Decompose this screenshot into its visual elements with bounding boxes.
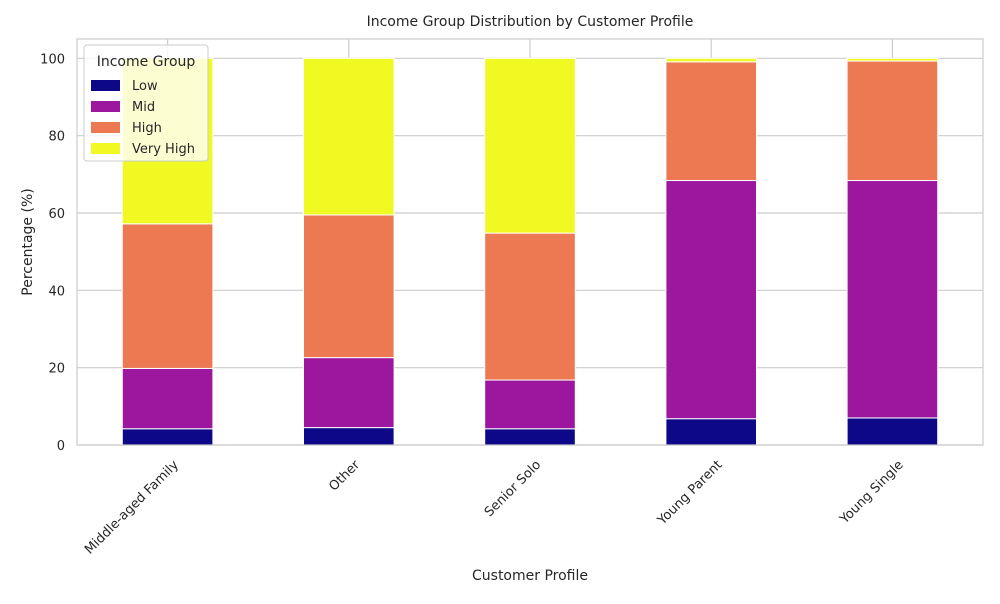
y-tick-label: 0	[57, 439, 65, 454]
x-tick-label: Young Single	[837, 458, 907, 528]
y-tick-labels: 0 20 40 60 80 100	[40, 52, 65, 454]
legend-swatch	[91, 80, 120, 91]
bar-segment-low	[484, 428, 576, 446]
y-tick-label: 80	[48, 130, 65, 145]
legend-label: Low	[132, 79, 158, 94]
bar-segment-high	[846, 60, 939, 182]
legend-title: Income Group	[97, 54, 196, 70]
bar-segment-very-high	[484, 57, 576, 234]
bar-segment-high	[121, 223, 214, 369]
legend-items: Low Mid High Very High	[91, 79, 195, 157]
x-tick-label: Senior Solo	[482, 458, 544, 520]
legend-swatch	[91, 122, 120, 133]
plot-frame	[76, 38, 984, 446]
bar-segment-mid	[303, 357, 395, 429]
x-tick-labels: Middle-aged Family Other Senior Solo Young …	[82, 457, 907, 557]
y-tick-label: 100	[40, 52, 65, 67]
x-axis-label: Customer Profile	[472, 568, 588, 584]
x-tick-label: Young Parent	[654, 458, 725, 529]
y-tick-label: 60	[48, 207, 65, 222]
x-tick-label: Middle-aged Family	[82, 457, 182, 557]
bar-segment-very-high	[846, 57, 939, 62]
legend-label: Very High	[132, 142, 195, 157]
x-tick-label: Other	[326, 457, 363, 494]
bar-segment-low	[665, 418, 758, 446]
bar-segment-very-high	[665, 57, 758, 63]
bar-segment-mid	[121, 367, 214, 430]
legend: Income Group Low Mid High Very High	[83, 44, 209, 162]
bar-segment-very-high	[303, 57, 395, 216]
legend-label: High	[132, 121, 162, 136]
bar-segment-high	[303, 214, 395, 359]
bar-segment-mid	[665, 180, 758, 420]
chart-title: Income Group Distribution by Customer Pr…	[367, 14, 694, 30]
legend-label: Mid	[132, 100, 155, 115]
y-axis-label: Percentage (%)	[20, 188, 36, 295]
bar-segment-high	[484, 232, 576, 381]
legend-swatch	[91, 143, 120, 154]
y-tick-label: 40	[48, 284, 65, 299]
bar-segment-low	[846, 417, 939, 446]
y-tick-label: 20	[48, 362, 65, 377]
bar-segment-high	[665, 61, 758, 182]
bar-segment-mid	[846, 180, 939, 419]
bar-segment-low	[121, 428, 214, 446]
bar-segment-low	[303, 427, 395, 446]
legend-swatch	[91, 101, 120, 112]
bar-segment-mid	[484, 379, 576, 430]
